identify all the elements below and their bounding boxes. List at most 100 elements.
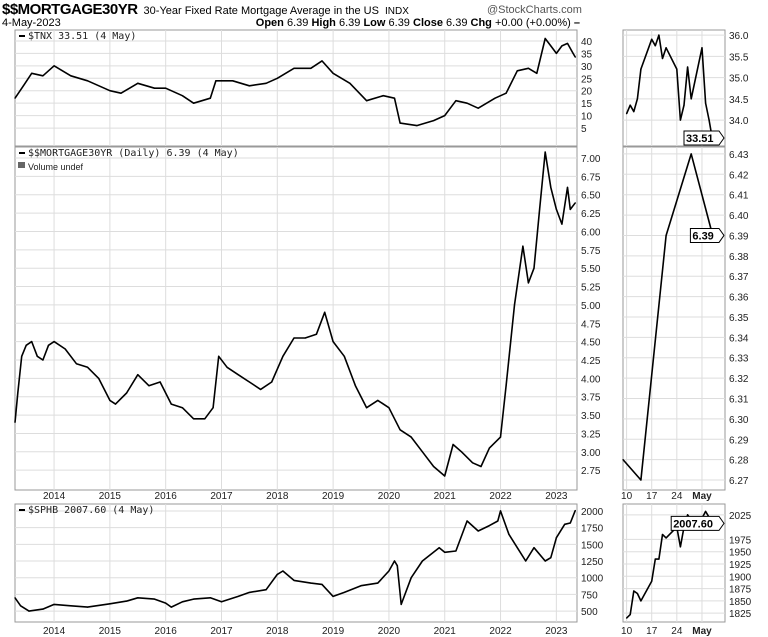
data-point xyxy=(53,65,55,67)
data-point xyxy=(572,52,574,54)
data-point xyxy=(488,525,490,527)
data-point xyxy=(114,403,117,405)
data-point xyxy=(153,87,156,89)
data-point xyxy=(215,80,217,82)
data-point xyxy=(237,595,239,598)
data-point xyxy=(259,388,262,390)
data-point xyxy=(192,418,195,420)
data-point xyxy=(516,70,518,72)
data-point xyxy=(22,85,24,87)
data-point xyxy=(148,385,150,387)
y-tick-label: 6.41 xyxy=(729,191,749,202)
data-point xyxy=(683,104,685,106)
y-tick-label: 2000 xyxy=(581,507,604,518)
x-tick-label: 24 xyxy=(671,626,683,637)
data-point xyxy=(170,606,172,608)
y-tick-label: 1850 xyxy=(729,597,752,608)
data-point xyxy=(555,537,557,539)
data-point xyxy=(332,72,334,74)
data-point xyxy=(516,547,518,549)
data-point xyxy=(704,102,707,104)
data-point xyxy=(399,429,401,431)
data-point xyxy=(527,282,530,284)
data-point xyxy=(701,47,703,49)
y-tick-label: 35.0 xyxy=(729,74,749,85)
data-point xyxy=(536,72,538,74)
data-point xyxy=(265,82,267,84)
data-point xyxy=(388,570,390,572)
x-tick-label: 2018 xyxy=(266,626,289,637)
data-point xyxy=(153,598,156,600)
y-tick-label: 6.29 xyxy=(729,435,749,446)
y-tick-label: 35.5 xyxy=(729,52,749,63)
y-tick-label: 6.32 xyxy=(729,374,749,385)
data-point xyxy=(19,605,22,607)
data-point xyxy=(377,582,379,584)
exchange-label: INDX xyxy=(384,6,409,17)
data-point xyxy=(505,385,507,387)
data-point xyxy=(550,186,552,188)
data-point xyxy=(477,107,479,109)
y-tick-label: 6.39 xyxy=(729,231,749,242)
data-point xyxy=(53,603,55,606)
data-point xyxy=(53,341,55,343)
x-tick-label: 2021 xyxy=(434,491,457,502)
data-point xyxy=(86,606,89,608)
data-point xyxy=(232,80,234,82)
data-point xyxy=(466,520,468,522)
y-tick-label: 6.25 xyxy=(581,209,601,220)
data-point xyxy=(544,151,546,153)
y-tick-label: 3.50 xyxy=(581,411,601,422)
y-tick-label: 6.35 xyxy=(729,313,749,324)
data-point xyxy=(539,208,541,211)
bottom-main-frame xyxy=(14,503,578,623)
data-point xyxy=(488,447,490,449)
data-point xyxy=(14,597,16,599)
top-zoom-frame xyxy=(622,29,726,147)
data-point xyxy=(444,475,446,477)
data-point xyxy=(452,443,454,446)
y-tick-label: 20 xyxy=(581,87,593,98)
x-tick-label: 2020 xyxy=(378,626,401,637)
data-point xyxy=(432,465,435,468)
y-tick-label: 6.31 xyxy=(729,394,749,405)
top-main-frame xyxy=(14,29,578,147)
x-tick-label: 2016 xyxy=(155,626,178,637)
data-point xyxy=(533,267,535,269)
data-point xyxy=(310,582,312,584)
data-point xyxy=(499,436,502,438)
data-point xyxy=(455,100,457,102)
x-tick-label: 10 xyxy=(621,491,633,502)
x-tick-label: May xyxy=(692,626,712,637)
y-tick-label: 6.42 xyxy=(729,170,749,181)
x-tick-label: 24 xyxy=(671,491,683,502)
data-point xyxy=(505,92,507,94)
data-point xyxy=(159,381,161,383)
x-tick-label: 2023 xyxy=(545,491,568,502)
y-tick-label: 36.0 xyxy=(729,31,749,42)
x-tick-label: May xyxy=(692,491,712,502)
brand-watermark[interactable]: @StockCharts.com xyxy=(487,4,582,16)
y-tick-label: 1925 xyxy=(729,560,752,571)
y-tick-label: 4.25 xyxy=(581,356,601,367)
sublegend-label: Volume undef xyxy=(28,162,84,172)
data-point xyxy=(625,617,628,619)
data-point xyxy=(282,570,284,572)
data-point xyxy=(248,381,250,383)
data-point xyxy=(321,60,323,62)
data-point xyxy=(399,122,401,124)
data-point xyxy=(31,341,33,343)
data-point xyxy=(248,85,250,87)
y-tick-label: 6.40 xyxy=(729,211,749,222)
y-tick-label: 750 xyxy=(581,590,598,601)
data-point xyxy=(36,355,38,357)
y-tick-label: 3.75 xyxy=(581,393,601,404)
y-tick-label: 7.00 xyxy=(581,154,601,165)
data-point xyxy=(550,45,552,47)
data-point xyxy=(282,355,284,357)
y-tick-label: 5.75 xyxy=(581,246,601,257)
x-tick-label: 17 xyxy=(646,626,658,637)
data-point xyxy=(181,95,184,97)
legend-label: $TNX 33.51 (4 May) xyxy=(28,31,136,42)
